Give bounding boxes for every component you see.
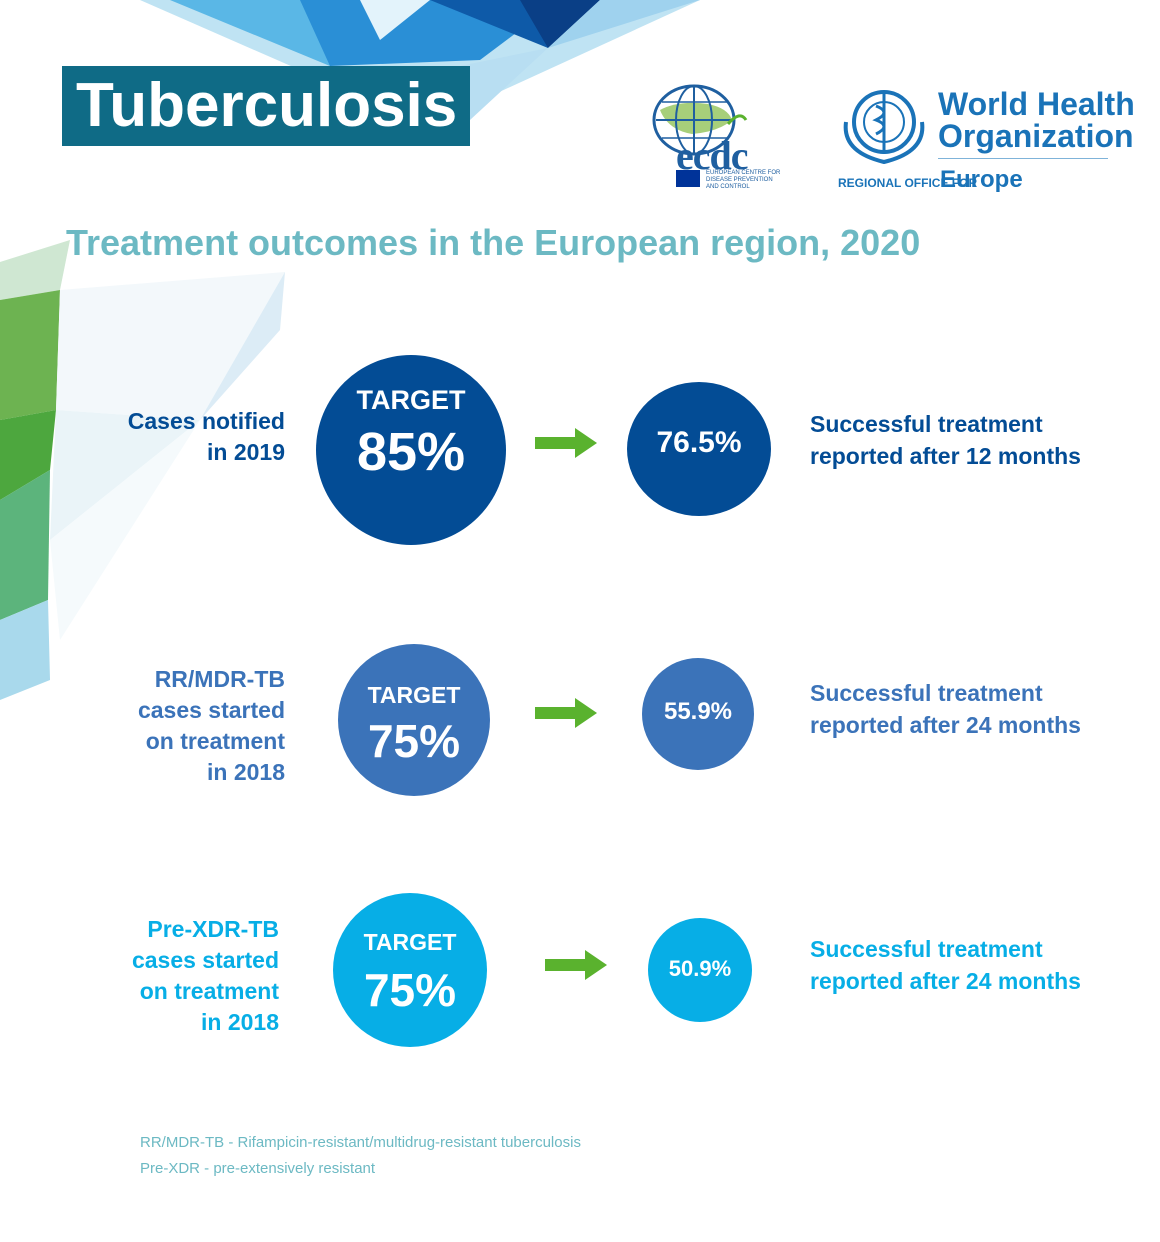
ecdc-logo-subtext: EUROPEAN CENTRE FOR DISEASE PREVENTION A… bbox=[706, 170, 781, 190]
who-name-line2: Organization bbox=[938, 118, 1134, 154]
row-2-right-label-line: Successful treatment bbox=[810, 680, 1043, 706]
row-3-right-label-line: Successful treatment bbox=[810, 936, 1043, 962]
row-1-right-label-line: Successful treatment bbox=[810, 411, 1043, 437]
row-2-arrow-icon bbox=[535, 698, 597, 728]
who-divider bbox=[938, 158, 1108, 159]
row-3-target-label: TARGET bbox=[363, 929, 457, 955]
row-3-left-label-line: on treatment bbox=[139, 978, 279, 1004]
who-region-label: REGIONAL OFFICE FOR bbox=[838, 176, 978, 190]
row-2-right-label-line: reported after 24 months bbox=[810, 712, 1081, 738]
who-name-line1: World Health bbox=[938, 86, 1135, 122]
footnote-pre-xdr: Pre-XDR - pre-extensively resistant bbox=[140, 1160, 376, 1177]
row-2-target-value: 75% bbox=[367, 715, 461, 767]
row-2-left-label-line: RR/MDR-TB bbox=[154, 666, 285, 692]
subtitle: Treatment outcomes in the European regio… bbox=[66, 222, 921, 263]
row-3-result-value: 50.9% bbox=[668, 956, 732, 981]
row-3-left-label-line: cases started bbox=[131, 947, 279, 973]
ecdc-globe-logo bbox=[652, 84, 748, 156]
row-3-result-circle: 50.9% bbox=[648, 918, 752, 1022]
row-2-left-label-line: in 2018 bbox=[207, 759, 285, 785]
row-1-result-circle: 76.5% bbox=[627, 382, 771, 516]
row-1-target-label: TARGET bbox=[356, 385, 466, 415]
row-3-right-label-line: reported after 24 months bbox=[810, 968, 1081, 994]
row-2-target-label: TARGET bbox=[367, 682, 461, 708]
row-1-target-value: 85% bbox=[356, 422, 466, 482]
row-3-left-label-line: in 2018 bbox=[201, 1009, 279, 1035]
row-2-left-label-line: on treatment bbox=[145, 728, 285, 754]
row-3-right-label: Successful treatment reported after 24 m… bbox=[810, 933, 1130, 997]
row-2-target-circle: TARGET 75% bbox=[338, 644, 490, 796]
row-2-right-label: Successful treatment reported after 24 m… bbox=[810, 677, 1130, 741]
who-emblem-logo bbox=[843, 90, 925, 165]
footnote-rr-mdr-tb: RR/MDR-TB - Rifampicin-resistant/multidr… bbox=[140, 1134, 581, 1151]
row-2-left-label-line: cases started bbox=[137, 697, 285, 723]
page-title: Tuberculosis bbox=[62, 66, 470, 146]
eu-flag-icon bbox=[676, 170, 700, 187]
who-name: World Health Organization bbox=[938, 88, 1135, 152]
row-3-target-circle: TARGET 75% bbox=[333, 893, 487, 1047]
who-region-name: Europe bbox=[940, 166, 1023, 193]
row-1-result-value: 76.5% bbox=[656, 426, 742, 459]
row-3-left-label: Pre-XDR-TB cases started on treatment in… bbox=[39, 914, 279, 1038]
row-1-left-label: Cases notified in 2019 bbox=[45, 406, 285, 468]
row-2-left-label: RR/MDR-TB cases started on treatment in … bbox=[45, 664, 285, 788]
row-2-result-circle: 55.9% bbox=[642, 658, 754, 770]
row-1-right-label-line: reported after 12 months bbox=[810, 443, 1081, 469]
row-1-target-circle: TARGET 85% bbox=[316, 355, 506, 545]
row-1-left-label-line: in 2019 bbox=[207, 439, 285, 465]
row-1-left-label-line: Cases notified bbox=[127, 408, 285, 434]
row-1-right-label: Successful treatment reported after 12 m… bbox=[810, 408, 1130, 472]
row-2-result-value: 55.9% bbox=[663, 698, 733, 725]
row-3-target-value: 75% bbox=[363, 964, 457, 1016]
row-3-arrow-icon bbox=[545, 950, 607, 980]
row-3-left-label-line: Pre-XDR-TB bbox=[147, 916, 279, 942]
row-1-arrow-icon bbox=[535, 428, 597, 458]
